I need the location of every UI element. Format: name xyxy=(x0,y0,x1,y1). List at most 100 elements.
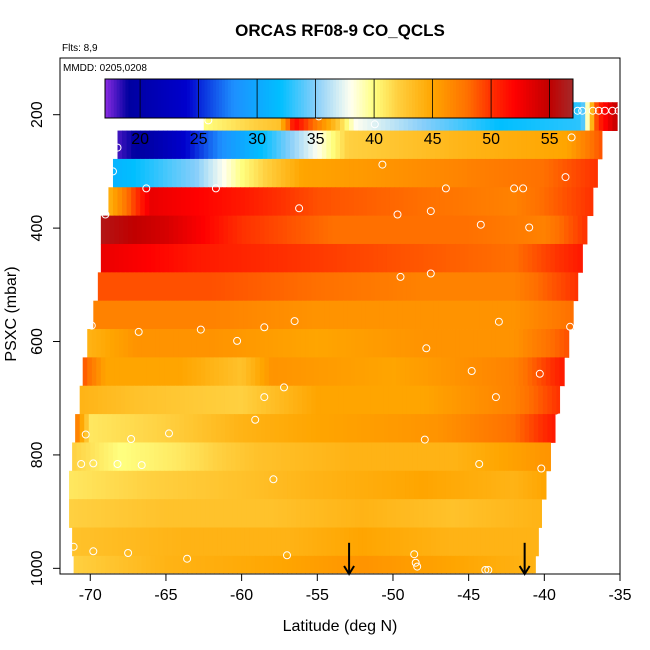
colorbar-segment xyxy=(473,79,477,118)
heatmap-cell xyxy=(508,442,514,472)
heatmap-cell xyxy=(255,555,261,574)
heatmap-cell xyxy=(100,555,106,574)
heatmap-cell xyxy=(409,499,415,528)
heatmap-cell xyxy=(494,158,500,188)
heatmap-cell xyxy=(194,158,200,188)
heatmap-cell xyxy=(172,158,178,188)
heatmap-cell xyxy=(279,414,285,443)
heatmap-cell xyxy=(105,357,111,387)
heatmap-cell xyxy=(361,414,367,443)
heatmap-cell xyxy=(309,555,315,574)
heatmap-cell xyxy=(489,527,495,557)
heatmap-cell xyxy=(429,385,435,415)
heatmap-cell xyxy=(300,499,306,528)
heatmap-cell xyxy=(111,300,117,330)
heatmap-cell xyxy=(477,215,483,245)
heatmap-cell xyxy=(244,187,250,217)
heatmap-cell xyxy=(131,130,137,160)
heatmap-cell xyxy=(241,215,247,245)
heatmap-cell xyxy=(211,414,217,443)
colorbar-segment xyxy=(417,79,422,118)
heatmap-cell xyxy=(465,385,471,415)
heatmap-cell xyxy=(309,357,315,387)
heatmap-cell xyxy=(427,499,433,528)
heatmap-cell xyxy=(323,329,329,358)
heatmap-cell xyxy=(491,499,497,528)
heatmap-cell xyxy=(557,158,564,188)
heatmap-cell xyxy=(439,130,446,160)
heatmap-cell xyxy=(324,385,330,415)
heatmap-cell xyxy=(237,243,243,273)
heatmap-cell xyxy=(330,527,337,557)
heatmap-cell xyxy=(87,555,93,574)
heatmap-cell xyxy=(258,442,264,472)
heatmap-cell xyxy=(190,442,196,472)
heatmap-cell xyxy=(155,470,161,500)
heatmap-cell xyxy=(246,555,252,574)
heatmap-cell xyxy=(249,158,255,188)
heatmap-cell xyxy=(340,187,346,217)
heatmap-cell xyxy=(571,130,577,160)
heatmap-cell xyxy=(243,414,249,443)
heatmap-cell xyxy=(185,527,191,557)
heatmap-cell xyxy=(585,102,591,131)
heatmap-cell xyxy=(141,215,147,245)
sample-point xyxy=(142,184,151,193)
heatmap-cell xyxy=(512,158,518,188)
heatmap-cell xyxy=(394,158,400,188)
heatmap-cell xyxy=(368,555,374,574)
colorbar-segment xyxy=(122,79,126,118)
sample-point xyxy=(165,429,173,438)
heatmap-cell xyxy=(538,385,544,415)
heatmap-cell xyxy=(444,158,450,188)
heatmap-cell xyxy=(554,243,561,273)
x-tick-label: -50 xyxy=(381,587,404,604)
heatmap-cell xyxy=(179,414,185,443)
colorbar-segment xyxy=(336,79,340,118)
heatmap-cell xyxy=(287,470,293,500)
heatmap-cell xyxy=(514,555,520,574)
colorbar-segment xyxy=(183,79,188,118)
heatmap-cell xyxy=(276,158,282,188)
heatmap-cell xyxy=(196,357,202,387)
heatmap-cell xyxy=(521,187,527,217)
heatmap-cell xyxy=(376,130,382,160)
heatmap-cell xyxy=(397,414,403,443)
heatmap-cell xyxy=(491,470,497,500)
heatmap-cell xyxy=(470,385,476,415)
heatmap-cell xyxy=(302,300,308,330)
heatmap-cell xyxy=(503,187,509,217)
colorbar-segment xyxy=(128,79,132,118)
heatmap-cell xyxy=(238,414,244,443)
heatmap-cell xyxy=(197,272,203,302)
heatmap-cell xyxy=(335,187,341,217)
heatmap-cell xyxy=(100,499,106,528)
heatmap-cell xyxy=(388,300,394,330)
colorbar-segment xyxy=(137,79,141,118)
heatmap-cell xyxy=(414,329,420,358)
heatmap-cell xyxy=(338,414,344,443)
heatmap-cell xyxy=(182,470,188,500)
heatmap-cell xyxy=(296,215,302,245)
heatmap-cell xyxy=(462,442,468,472)
heatmap-cell xyxy=(542,385,548,415)
heatmap-cell xyxy=(267,158,273,188)
heatmap-cell xyxy=(567,130,573,160)
heatmap-cell xyxy=(382,243,388,273)
sample-point xyxy=(87,321,96,330)
heatmap-cell xyxy=(442,385,449,415)
heatmap-cell xyxy=(385,130,391,160)
heatmap-cell xyxy=(208,158,214,188)
heatmap-cell xyxy=(508,187,514,217)
heatmap-cell xyxy=(391,555,397,574)
heatmap-cell xyxy=(190,158,196,188)
heatmap-cell xyxy=(288,414,294,443)
heatmap-cell xyxy=(150,499,156,528)
heatmap-cell xyxy=(340,130,346,160)
heatmap-cell xyxy=(164,329,170,358)
heatmap-cell xyxy=(551,385,558,415)
heatmap-cell xyxy=(403,130,409,160)
heatmap-cell xyxy=(432,215,438,245)
heatmap-cell xyxy=(187,329,193,358)
heatmap-cell xyxy=(445,243,452,273)
